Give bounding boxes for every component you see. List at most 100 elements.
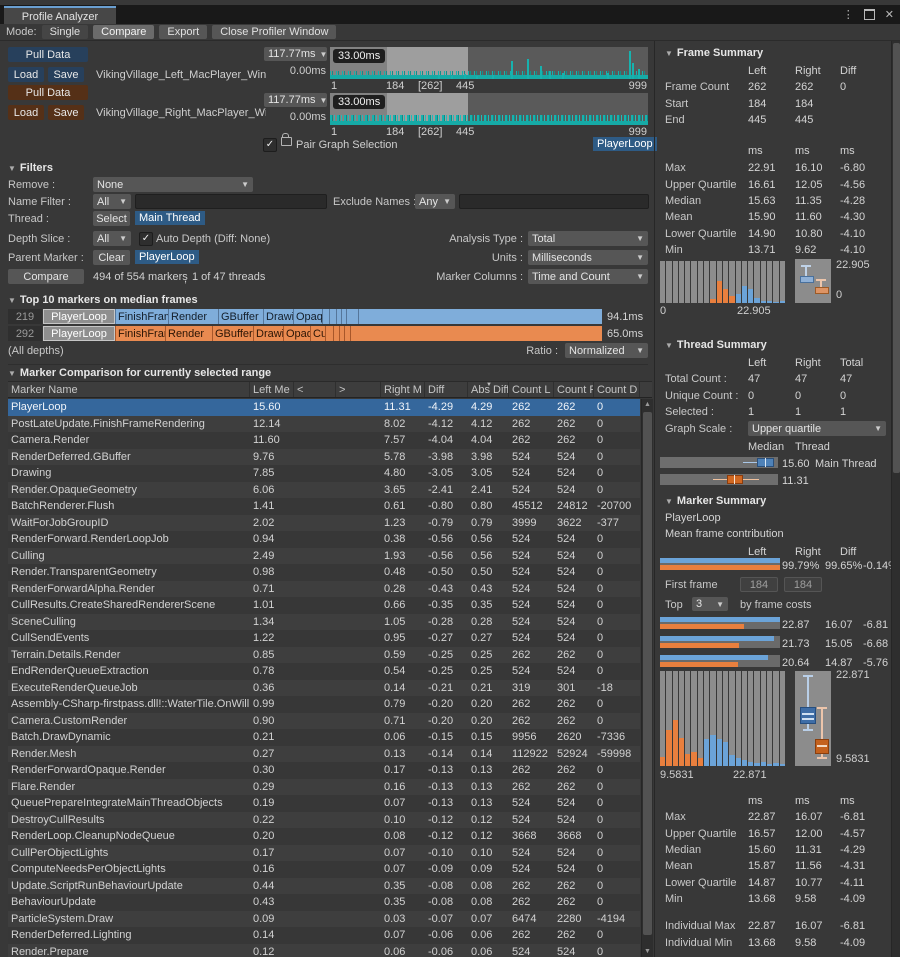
top10-foldout[interactable]: ▼Top 10 markers on median frames xyxy=(8,294,198,306)
name-filter-input[interactable] xyxy=(135,194,327,209)
marker-segment[interactable]: Drawing xyxy=(263,309,293,324)
marker-segment[interactable] xyxy=(346,309,358,324)
marker-columns-dropdown[interactable]: Time and Count▼ xyxy=(528,269,648,284)
marker-segment[interactable]: Cu xyxy=(310,326,325,341)
col-abs-diff[interactable]: ▼Abs Diff xyxy=(468,382,509,397)
top-n-dropdown[interactable]: 3▼ xyxy=(692,597,728,611)
load-right-button[interactable]: Load xyxy=(8,105,44,120)
marker-segment[interactable]: PlayerLoop xyxy=(43,326,115,341)
top10-row[interactable]: 292PlayerLoopFinishFrameRRenderGBufferDr… xyxy=(8,326,643,341)
marker-segment[interactable]: Render xyxy=(168,309,218,324)
pull-data-right-button[interactable]: Pull Data xyxy=(8,85,88,100)
marker-segment[interactable] xyxy=(350,326,602,341)
ratio-dropdown[interactable]: Normalized▼ xyxy=(565,343,648,358)
marker-segment[interactable]: Render xyxy=(165,326,212,341)
col-count-right[interactable]: Count R xyxy=(554,382,594,397)
marker-segment[interactable] xyxy=(325,326,333,341)
load-left-button[interactable]: Load xyxy=(8,67,44,82)
filters-foldout[interactable]: ▼Filters xyxy=(8,162,53,174)
frame-graph-right[interactable]: 33.00ms xyxy=(330,93,648,125)
units-dropdown[interactable]: Milliseconds▼ xyxy=(528,250,648,265)
thread-summary-foldout[interactable]: ▼Thread Summary xyxy=(665,339,767,351)
marker-segment[interactable]: Opaqu xyxy=(293,309,322,324)
pair-selection-checkbox[interactable]: ✓ xyxy=(263,138,277,152)
marker-segment[interactable]: Drawing xyxy=(253,326,283,341)
compare-button[interactable]: Compare xyxy=(8,269,84,284)
thread-bar-right[interactable] xyxy=(660,474,778,485)
remove-dropdown[interactable]: None▼ xyxy=(93,177,253,192)
auto-depth-checkbox[interactable]: ✓ xyxy=(139,232,153,246)
marker-segment[interactable] xyxy=(329,309,336,324)
marker-segment[interactable]: FinishFrameR xyxy=(115,326,165,341)
tab-profile-analyzer[interactable]: Profile Analyzer xyxy=(4,6,116,26)
marker-segment[interactable]: FinishFrameRe xyxy=(115,309,168,324)
name-filter-mode-dropdown[interactable]: All▼ xyxy=(93,194,131,209)
table-scrollbar-thumb[interactable] xyxy=(643,412,652,935)
col-marker-name[interactable]: Marker Name xyxy=(8,382,250,397)
frame-summary-histogram[interactable] xyxy=(660,261,786,303)
col-diff[interactable]: Diff xyxy=(425,382,468,397)
first-frame-left-button[interactable]: 184 xyxy=(740,577,778,592)
lock-icon[interactable] xyxy=(281,137,292,146)
graph-scale-dropdown[interactable]: Upper quartile▼ xyxy=(748,421,886,436)
save-right-button[interactable]: Save xyxy=(48,105,84,120)
comparison-foldout[interactable]: ▼Marker Comparison for currently selecte… xyxy=(8,364,648,379)
parent-marker-tag[interactable]: PlayerLoop xyxy=(135,250,199,264)
marker-segment[interactable]: GBuffer xyxy=(218,309,263,324)
col-right-median[interactable]: Right M xyxy=(381,382,425,397)
export-button[interactable]: Export xyxy=(159,25,207,39)
exclude-mode-dropdown[interactable]: Any▼ xyxy=(415,194,455,209)
col-left-bar[interactable]: < xyxy=(294,382,336,397)
col-count-delta[interactable]: Count D xyxy=(594,382,640,397)
top10-row[interactable]: 219PlayerLoopFinishFrameReRenderGBufferD… xyxy=(8,309,643,324)
save-left-button[interactable]: Save xyxy=(48,67,84,82)
selected-marker-tag[interactable]: PlayerLoop xyxy=(593,137,657,151)
menu-icon[interactable]: ⋮ xyxy=(843,8,854,21)
maximize-icon[interactable] xyxy=(864,9,875,20)
panel-scrollbar-thumb[interactable] xyxy=(893,43,900,473)
depth-slice-dropdown[interactable]: All▼ xyxy=(93,231,131,246)
first-frame-right-button[interactable]: 184 xyxy=(784,577,822,592)
yaxis-max-right-dropdown[interactable]: 117.77ms▼ xyxy=(264,93,327,107)
thread-select-button[interactable]: Select xyxy=(93,211,130,226)
panel-scrollbar[interactable] xyxy=(891,41,900,957)
thread-bar-left[interactable] xyxy=(660,457,778,468)
frame-summary-boxplot[interactable] xyxy=(795,259,831,303)
scroll-up-icon[interactable]: ▲ xyxy=(642,401,653,408)
parent-clear-button[interactable]: Clear xyxy=(93,250,130,265)
close-icon[interactable]: ✕ xyxy=(885,8,894,21)
marker-summary-boxplot[interactable] xyxy=(795,671,831,766)
thread-value-tag[interactable]: Main Thread xyxy=(135,211,205,225)
marker-summary-foldout[interactable]: ▼Marker Summary xyxy=(665,495,766,507)
marker-segment[interactable]: PlayerLoop xyxy=(43,309,115,324)
col-count-left[interactable]: Count L xyxy=(509,382,554,397)
table-scrollbar[interactable]: ▲ ▼ xyxy=(641,399,653,957)
exclude-names-input[interactable] xyxy=(459,194,649,209)
